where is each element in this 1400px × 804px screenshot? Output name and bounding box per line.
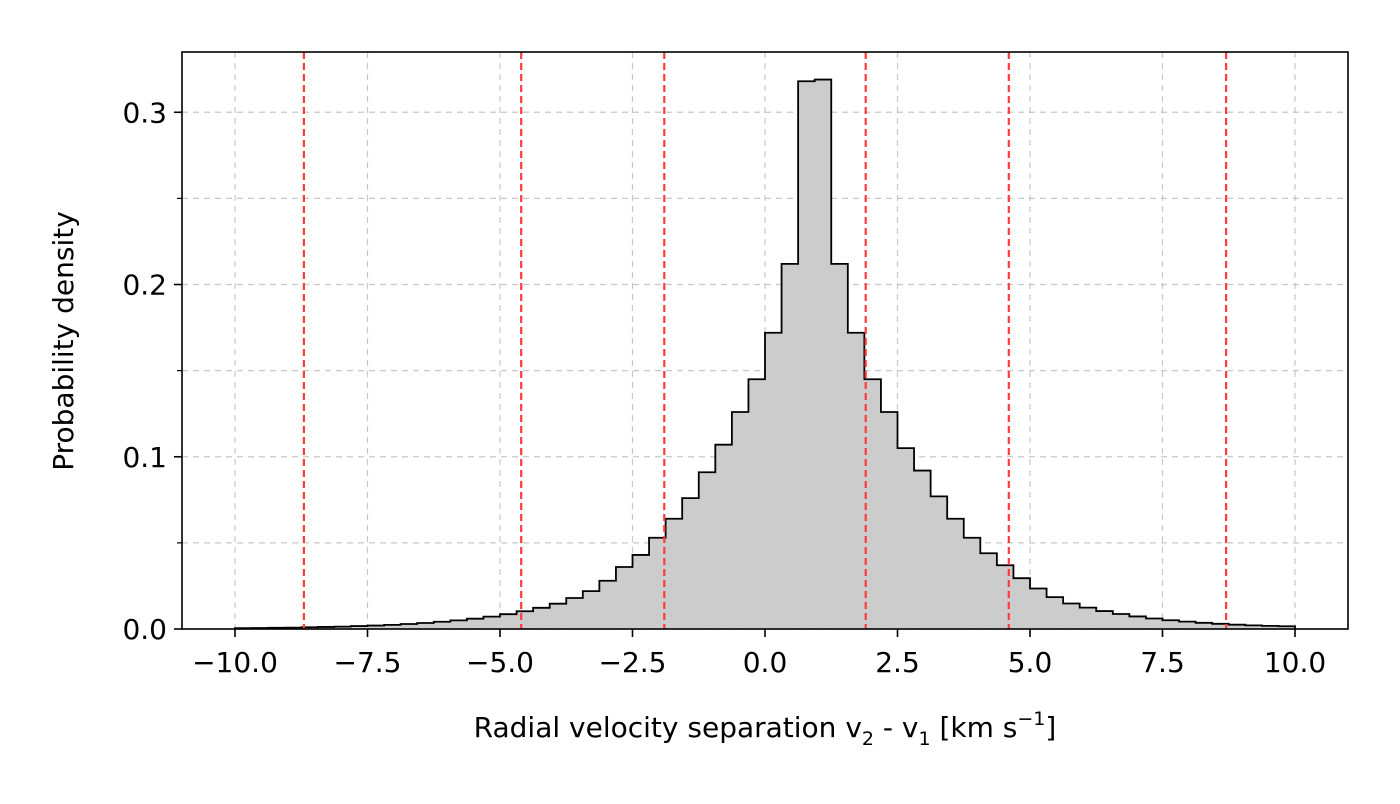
axis-ticks: −10.0 −7.5 −5.0 −2.5 0.0 2.5 5.0 7.5 10.0 0.0 0.1 0… xyxy=(122,96,1326,679)
x-tick-label: −2.5 xyxy=(599,646,667,679)
y-tick-label: 0.3 xyxy=(122,96,167,129)
x-tick-label: 0.0 xyxy=(743,646,788,679)
y-tick-label: 0.2 xyxy=(122,269,167,302)
x-tick-label: 5.0 xyxy=(1008,646,1053,679)
x-tick-label: −5.0 xyxy=(466,646,534,679)
x-tick-label: 2.5 xyxy=(875,646,920,679)
y-tick-label: 0.0 xyxy=(122,613,167,646)
x-tick-label: −7.5 xyxy=(334,646,402,679)
vertical-reference-lines xyxy=(302,52,1228,629)
x-tick-label: 7.5 xyxy=(1140,646,1185,679)
x-tick-label: −10.0 xyxy=(192,646,278,679)
histogram-outline xyxy=(234,78,1296,630)
y-axis-label: Probability density xyxy=(47,211,80,471)
x-tick-label: 10.0 xyxy=(1264,646,1326,679)
y-tick-label: 0.1 xyxy=(122,441,167,474)
x-axis-label: Radial velocity separation v2 - v1 [km s… xyxy=(474,708,1057,750)
